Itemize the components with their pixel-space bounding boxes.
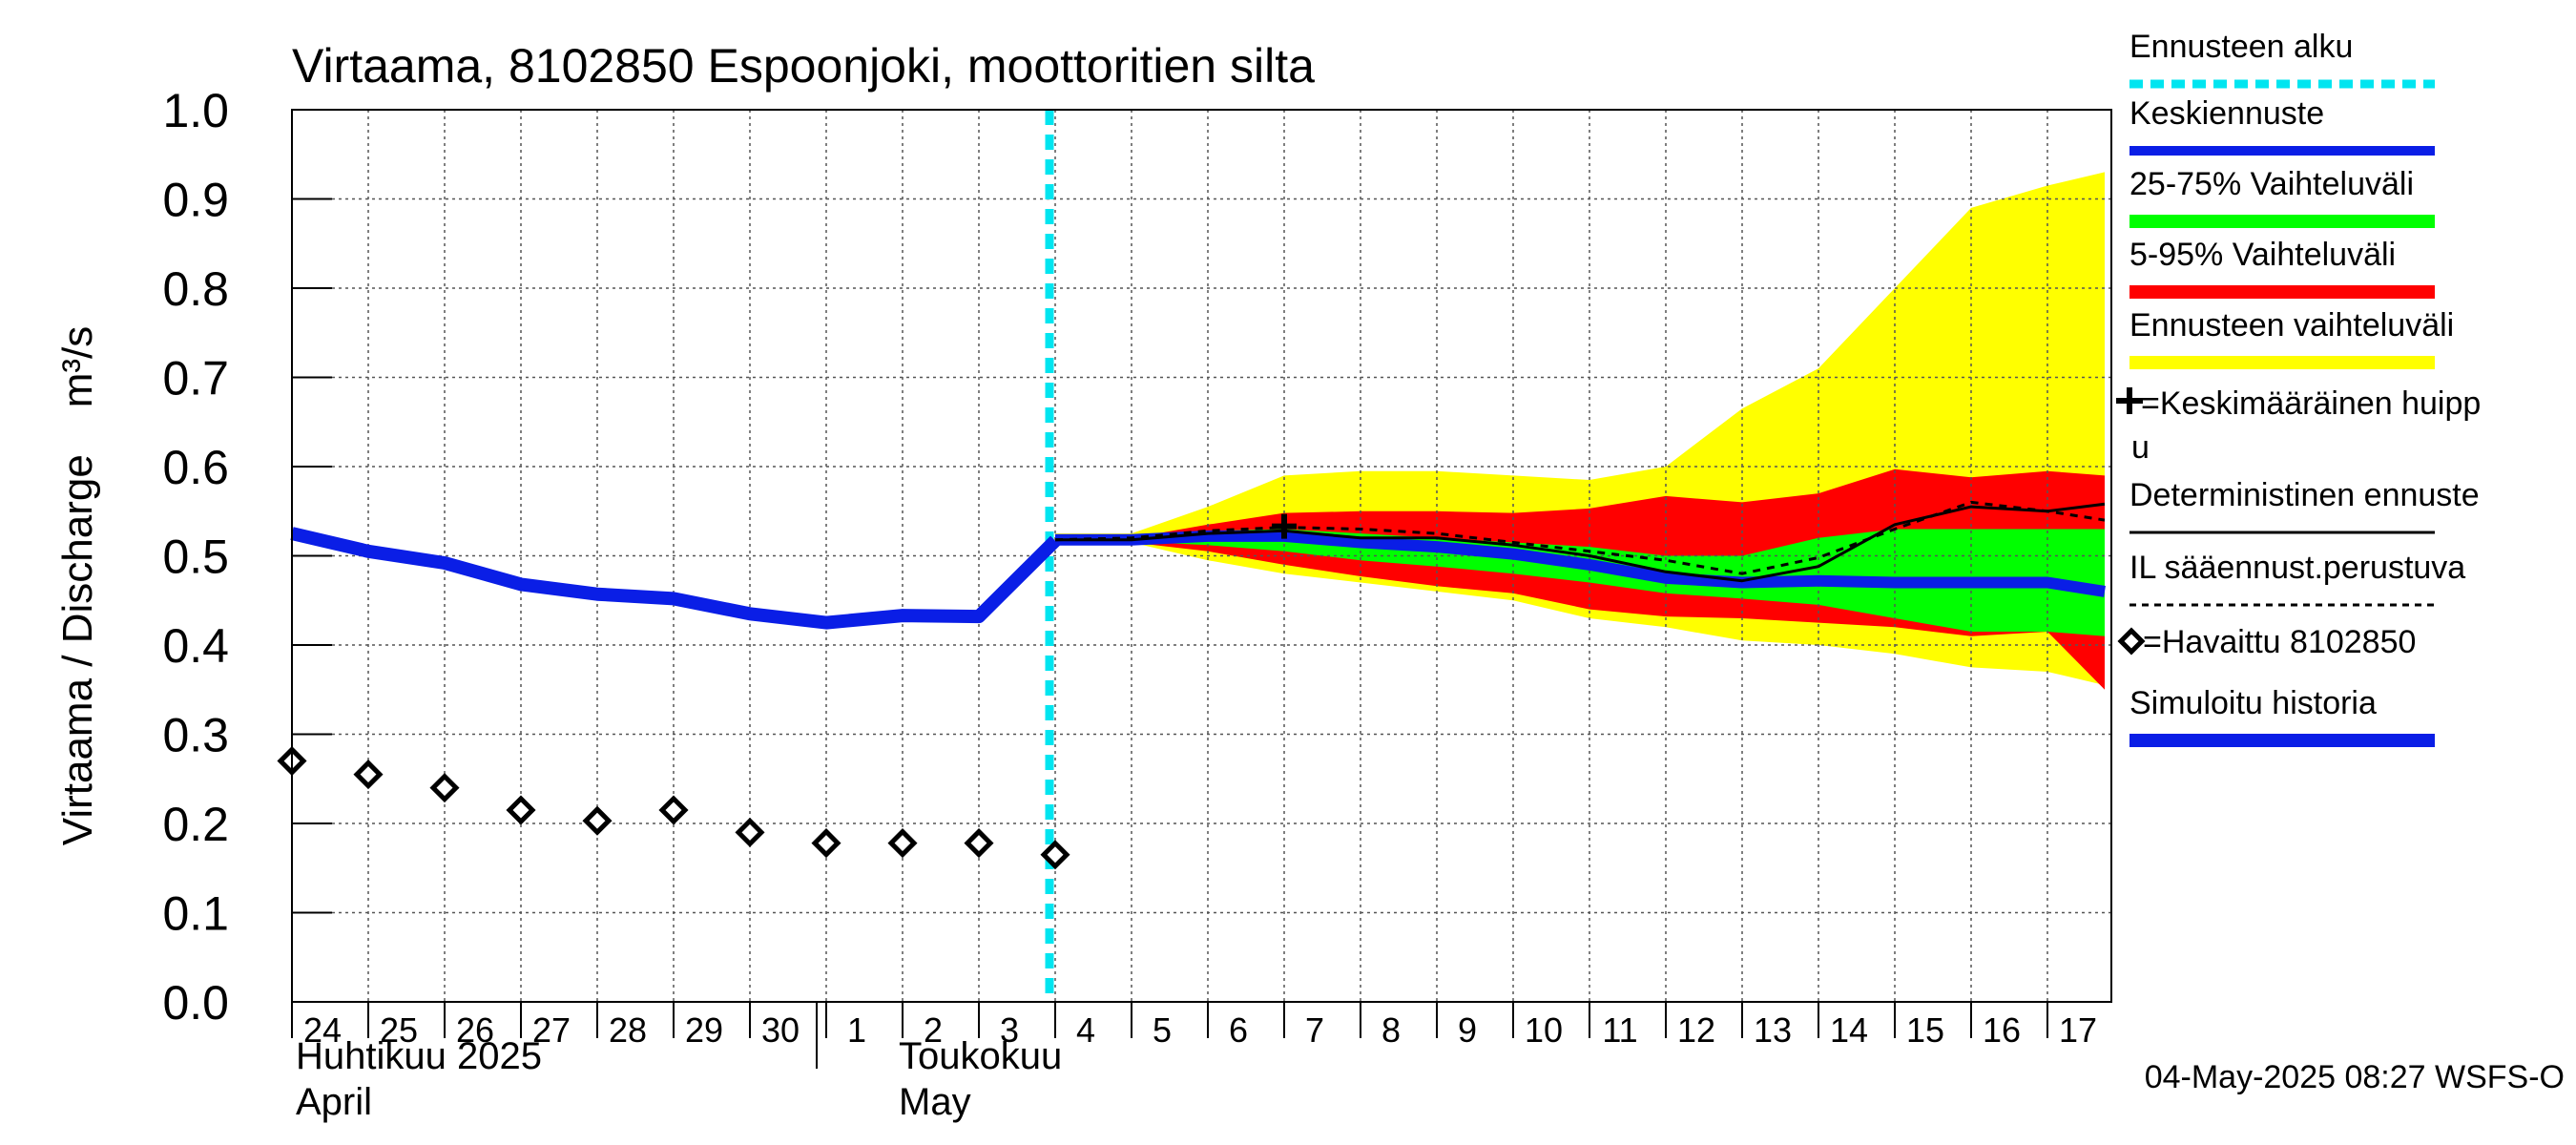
x-tick-label: 3 (1000, 1010, 1019, 1050)
y-tick-label: 0.4 (162, 619, 229, 673)
x-tick-label: 10 (1525, 1010, 1563, 1050)
x-tick-label: 14 (1830, 1010, 1868, 1050)
x-tick-label: 5 (1153, 1010, 1172, 1050)
y-tick-label: 0.7 (162, 352, 229, 406)
x-tick-label: 29 (685, 1010, 723, 1050)
x-tick-label: 1 (847, 1010, 866, 1050)
observed-point (506, 795, 536, 825)
y-tick-label: 0.2 (162, 798, 229, 851)
y-tick-label: 0.9 (162, 174, 229, 227)
x-tick-label: 27 (532, 1010, 571, 1050)
timestamp: 04-May-2025 08:27 WSFS-O (2145, 1059, 2565, 1095)
month-label-fi: Huhtikuu 2025 (296, 1035, 542, 1077)
month-label-fi: Toukokuu (899, 1035, 1062, 1077)
y-tick-label: 0.1 (162, 887, 229, 941)
x-tick-label: 4 (1076, 1010, 1095, 1050)
observed-point (658, 795, 689, 825)
y-tick-label: 0.0 (162, 976, 229, 1030)
y-tick-label: 0.3 (162, 709, 229, 762)
x-tick-label: 13 (1754, 1010, 1792, 1050)
x-tick-label: 15 (1906, 1010, 1944, 1050)
observed-point (582, 805, 613, 836)
observed-point (735, 817, 765, 847)
legend-label: Ennusteen alku (2129, 29, 2353, 65)
legend-label: Keskiennuste (2129, 95, 2324, 132)
legend-label: IL sääennust.perustuva (2129, 550, 2465, 586)
x-tick-label: 25 (380, 1010, 418, 1050)
legend-label: 5-95% Vaihteluväli (2129, 237, 2396, 273)
peak-marker (1272, 513, 1297, 539)
observed-point (353, 760, 384, 790)
x-tick-label: 9 (1458, 1010, 1477, 1050)
y-axis-label: Virtaama / Discharge m³/s (54, 326, 101, 845)
y-tick-label: 0.5 (162, 531, 229, 584)
month-label-en: May (899, 1081, 971, 1123)
chart-title: Virtaama, 8102850 Espoonjoki, moottoriti… (292, 39, 1315, 93)
legend-label: =Havaittu 8102850 (2143, 624, 2416, 660)
il-forecast-line (1054, 500, 2106, 575)
x-tick-label: 6 (1229, 1010, 1248, 1050)
x-tick-label: 28 (609, 1010, 647, 1050)
simulated-history-line (290, 527, 1060, 630)
x-tick-label: 30 (761, 1010, 800, 1050)
y-tick-label: 0.8 (162, 262, 229, 316)
observed-point (429, 773, 460, 803)
month-label-en: April (296, 1081, 372, 1123)
observed-point (964, 828, 994, 859)
y-tick-label: 1.0 (162, 84, 229, 137)
x-tick-label: 16 (1983, 1010, 2021, 1050)
x-tick-label: 24 (303, 1010, 342, 1050)
observed-point (887, 828, 918, 859)
x-tick-label: 8 (1381, 1010, 1401, 1050)
x-tick-label: 26 (456, 1010, 494, 1050)
x-tick-label: 7 (1305, 1010, 1324, 1050)
legend-label: Deterministinen ennuste (2129, 477, 2480, 513)
legend-label: Simuloitu historia (2129, 685, 2377, 721)
legend-plus-icon (2116, 387, 2143, 414)
x-tick-label: 2 (924, 1010, 943, 1050)
legend-label: u (2131, 429, 2150, 466)
legend-label: =Keskimääräinen huipp (2141, 385, 2481, 422)
legend-label: Ennusteen vaihteluväli (2129, 307, 2454, 344)
x-tick-label: 11 (1602, 1010, 1637, 1050)
legend-diamond-icon (2117, 627, 2146, 656)
observed-point (811, 828, 841, 859)
observed-point (1040, 840, 1070, 870)
legend-label: 25-75% Vaihteluväli (2129, 166, 2414, 202)
median-forecast-line (1055, 530, 2106, 597)
y-tick-label: 0.6 (162, 441, 229, 494)
x-tick-label: 12 (1677, 1010, 1715, 1050)
x-tick-label: 17 (2059, 1010, 2097, 1050)
